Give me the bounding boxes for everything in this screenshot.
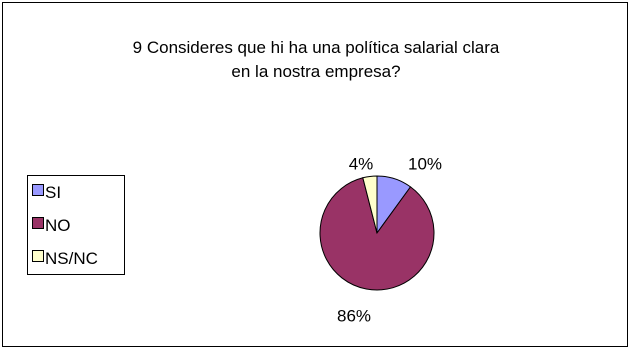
chart-title-line-1: 9 Consideres que hi ha una política sala… <box>132 38 500 57</box>
chart-title-line-2: en la nostra empresa? <box>231 62 401 81</box>
data-label-si: 10% <box>408 154 442 173</box>
legend: SI NO NS/NC <box>27 175 125 275</box>
pie-slice-nsnc <box>362 175 378 234</box>
chart-area: 9 Consideres que hi ha una política sala… <box>2 2 628 347</box>
legend-item-si: SI <box>32 182 61 204</box>
legend-label-si: SI <box>45 183 62 202</box>
legend-label-nsnc: NS/NC <box>45 249 98 268</box>
legend-item-no: NO <box>32 215 71 237</box>
legend-label-no: NO <box>45 216 71 235</box>
legend-swatch-no <box>32 217 44 229</box>
legend-item-nsnc: NS/NC <box>32 248 98 270</box>
chart-title: 9 Consideres que hi ha una política sala… <box>3 36 629 84</box>
legend-swatch-si <box>32 184 44 196</box>
pie-slice-no <box>319 177 435 291</box>
data-label-no: 86% <box>337 306 371 325</box>
data-label-nsnc: 4% <box>349 154 374 173</box>
legend-swatch-nsnc <box>32 250 44 262</box>
